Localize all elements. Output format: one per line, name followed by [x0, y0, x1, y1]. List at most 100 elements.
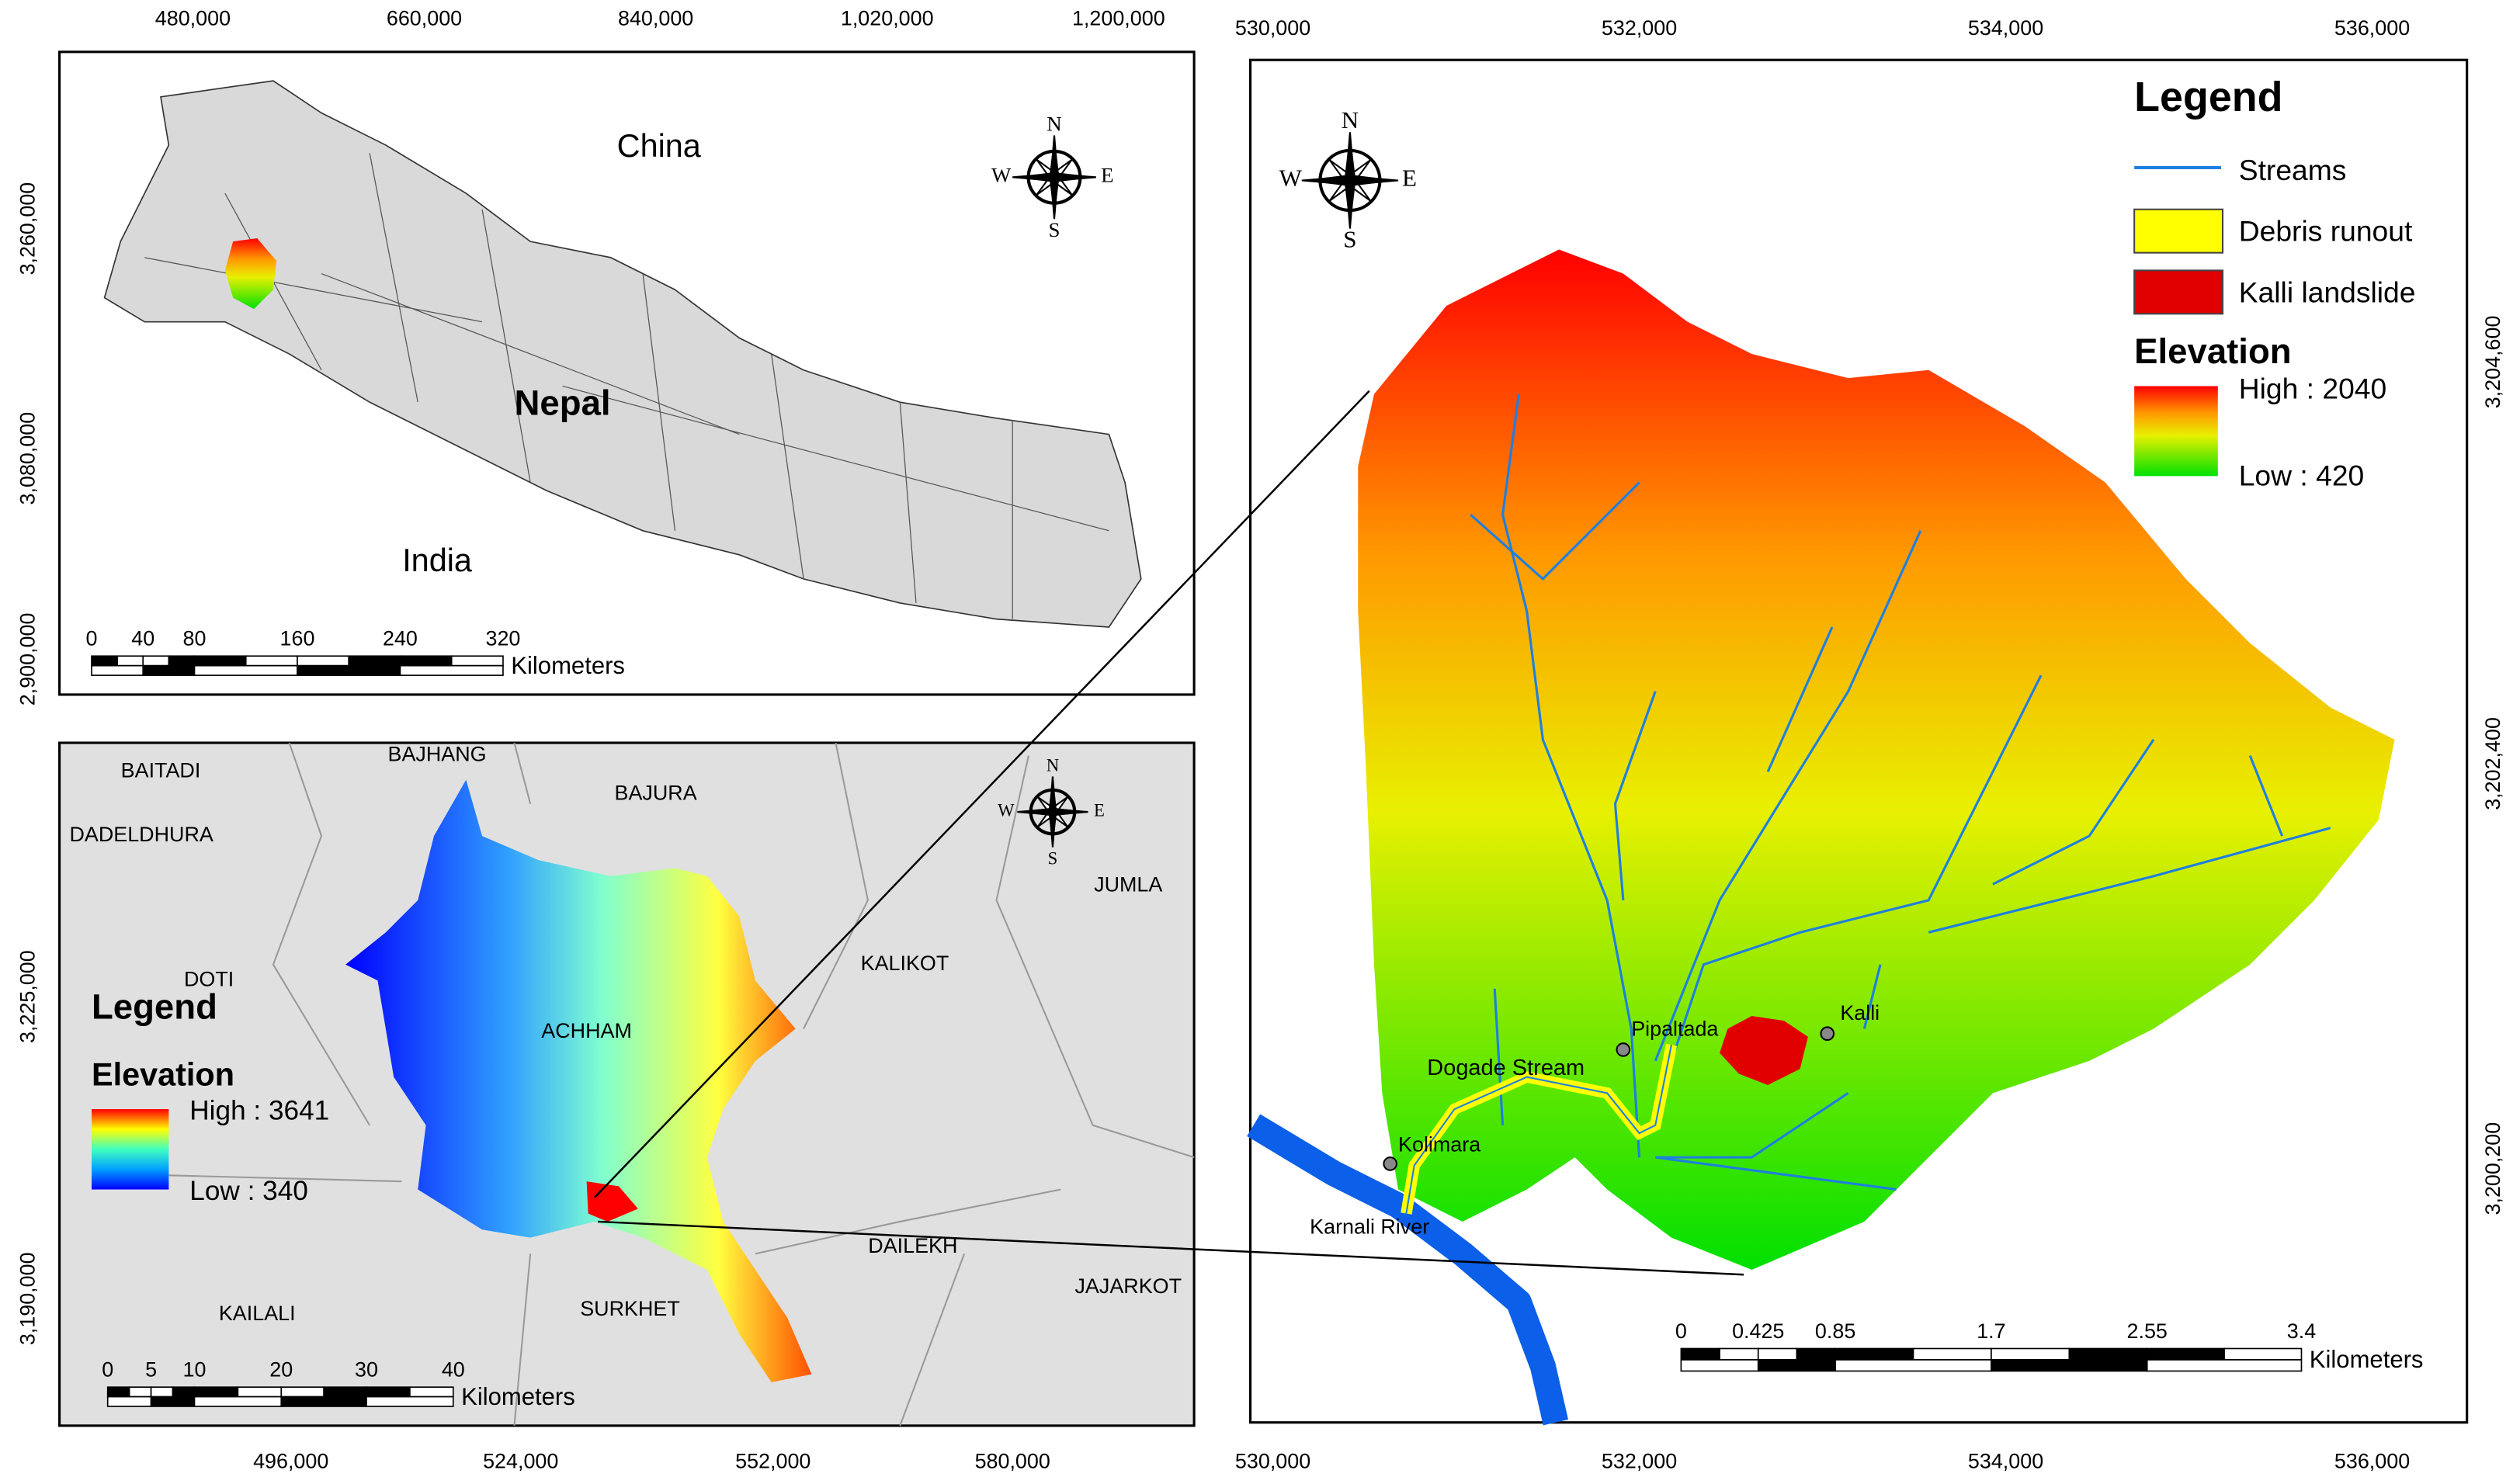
scale-segment — [1991, 1347, 2070, 1361]
achham — [345, 779, 812, 1382]
scale-segment — [237, 1386, 283, 1398]
district-borders — [96, 742, 1195, 1427]
connector — [598, 1220, 1744, 1276]
scale-tick-label: 20 — [269, 1358, 293, 1382]
x-tick-label: 534,000 — [1968, 16, 2043, 40]
scale-tick-label: 40 — [442, 1358, 465, 1382]
x-tick-label: 532,000 — [1602, 16, 1677, 40]
scale-segment — [168, 655, 196, 667]
karnali-river — [1247, 1114, 1569, 1426]
place-marker — [1616, 1042, 1631, 1057]
scale-tick-label: 30 — [355, 1358, 378, 1382]
x-tick-label: 1,020,000 — [841, 7, 934, 30]
scale-segment — [142, 655, 170, 667]
scale-tick-label: 320 — [486, 627, 521, 650]
district-label: JUMLA — [1094, 872, 1162, 896]
district-label: KAILALI — [219, 1302, 296, 1325]
compass-star — [1012, 172, 1096, 182]
scale-segment — [323, 1386, 367, 1398]
scale-segment — [172, 1386, 196, 1398]
legend-low: Low : 340 — [189, 1176, 308, 1206]
x-tick-label: 530,000 — [1235, 1450, 1310, 1473]
y-tick-label: 3,200,200 — [2481, 1122, 2504, 1215]
place-label: India — [402, 543, 473, 578]
place-label: Nepal — [515, 383, 611, 422]
scale-segment — [1991, 1359, 2148, 1372]
scale-segment — [1912, 1347, 1992, 1361]
legend-swatch — [2133, 269, 2224, 315]
compass-label: E — [1402, 165, 1417, 192]
scale-tick-label: 80 — [183, 627, 207, 650]
scale-tick-label: 5 — [145, 1358, 157, 1382]
scale-segment — [91, 655, 118, 667]
y-tick-label: 3,225,000 — [16, 950, 39, 1043]
scale-segment — [193, 1386, 239, 1398]
compass-label: S — [1049, 218, 1060, 241]
scale-tick-label: 0.425 — [1732, 1319, 1784, 1343]
scale-segment — [106, 1386, 130, 1398]
study-area — [224, 238, 277, 310]
compass-label: E — [1101, 164, 1113, 187]
x-tick-label: 536,000 — [2334, 1450, 2410, 1473]
compass-star — [1017, 807, 1088, 817]
y-tick-label: 3,080,000 — [16, 412, 39, 505]
scale-segment — [1719, 1347, 1759, 1361]
compass: N S E W — [998, 755, 1105, 868]
scale-segment — [366, 1396, 454, 1407]
x-tick-label: 660,000 — [387, 7, 462, 30]
legend-swatch — [2133, 208, 2224, 254]
legend-label: Debris runout — [2239, 215, 2413, 248]
scale-segment — [193, 1396, 283, 1407]
district-label: ACHHAM — [541, 1019, 632, 1042]
scale-tick-label: 240 — [383, 627, 418, 650]
compass-label: N — [1342, 106, 1359, 133]
district-label: BAITADI — [121, 758, 201, 782]
district-label: BAJURA — [615, 781, 697, 804]
nepal — [103, 80, 1142, 628]
scale-segment — [2068, 1347, 2148, 1361]
legend-label: Streams — [2239, 154, 2347, 186]
district-label: DADELDHURA — [69, 823, 213, 846]
scale-segment — [1757, 1359, 1836, 1372]
scale-tick-label: 1.7 — [1977, 1319, 2005, 1343]
scale-segment — [297, 664, 401, 676]
scale-tick-label: 0 — [1675, 1319, 1687, 1343]
compass-label: S — [1343, 225, 1356, 252]
legend-title: Legend — [2134, 74, 2282, 120]
legend-subtitle: Elevation — [2134, 331, 2291, 371]
legend-high: High : 2040 — [2239, 373, 2387, 405]
scale-segment — [1834, 1359, 1992, 1372]
legend-label: Kalli landslide — [2239, 276, 2416, 308]
scale-segment — [2146, 1359, 2303, 1372]
streams — [1470, 394, 2331, 1191]
scale-tick-label: 0 — [102, 1358, 113, 1382]
district-label: DOTI — [184, 968, 234, 991]
scale-segment — [2146, 1347, 2225, 1361]
connector — [594, 390, 1370, 1198]
x-tick-label: 530,000 — [1235, 16, 1310, 40]
scale-segment — [366, 1386, 411, 1398]
scale-tick-label: 40 — [131, 627, 154, 650]
x-tick-label: 1,200,000 — [1072, 7, 1165, 30]
place-label: Dogade Stream — [1427, 1056, 1585, 1080]
map-b: 496,000 524,000 552,000 580,000 3,225,00… — [16, 741, 1196, 1473]
scale-segment — [193, 655, 247, 667]
place-marker — [1383, 1156, 1397, 1171]
legend-title: Legend — [92, 987, 217, 1027]
x-tick-label: 534,000 — [1968, 1450, 2043, 1473]
x-tick-label: 536,000 — [2334, 16, 2410, 40]
map-c: Pipaltada Kalli Dogade Stream Kolimara K… — [1235, 16, 2504, 1473]
y-tick-label: 3,190,000 — [16, 1252, 39, 1345]
legend-subtitle: Elevation — [92, 1057, 234, 1093]
district-label: JAJARKOT — [1074, 1274, 1182, 1298]
scale-tick-label: 160 — [280, 627, 315, 650]
legend-ramp — [91, 1109, 169, 1190]
compass-label: W — [998, 800, 1015, 820]
scale-segment — [128, 1386, 152, 1398]
place-label: Kalli — [1840, 1001, 1880, 1025]
scale-tick-label: 10 — [183, 1358, 207, 1382]
scale-segment — [91, 664, 144, 676]
scale-segment — [399, 664, 504, 676]
kalli-landslide — [1720, 1015, 1808, 1085]
